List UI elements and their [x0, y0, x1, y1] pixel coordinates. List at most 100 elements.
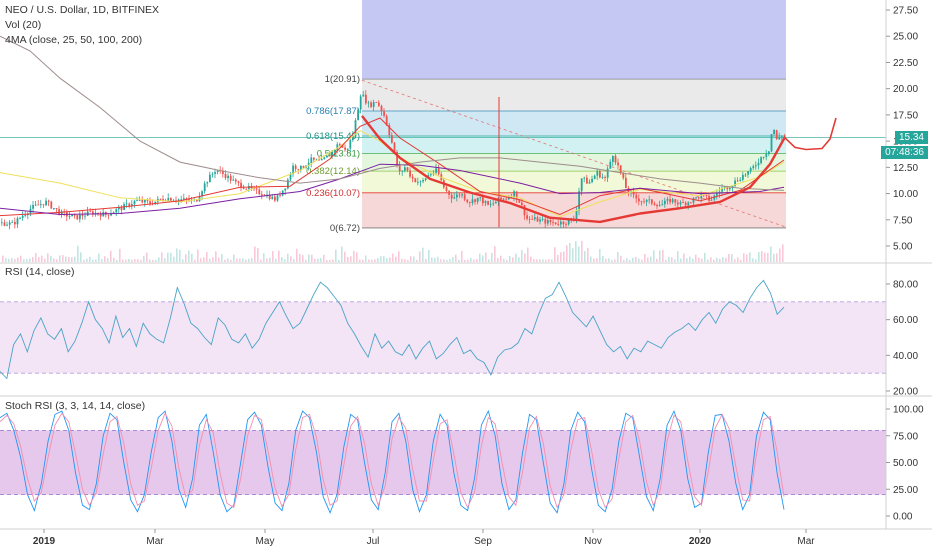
candle-body — [765, 153, 768, 157]
volume-bar — [779, 248, 781, 262]
candle-body — [757, 163, 760, 166]
time-tick-label: Mar — [146, 536, 164, 547]
volume-bar — [692, 258, 694, 262]
volume-bar — [137, 259, 139, 262]
volume-bar — [473, 259, 475, 262]
candle-body — [500, 197, 502, 200]
stoch-rsi-legend[interactable]: Stoch RSI (3, 3, 14, 14, close) — [5, 400, 146, 412]
candle-body — [177, 199, 180, 201]
candle-body — [523, 205, 526, 216]
volume-bar — [308, 254, 310, 262]
candle-body — [700, 194, 703, 199]
volume-bar — [134, 259, 136, 262]
candle-body — [146, 200, 149, 202]
symbol-title[interactable]: NEO / U.S. Dollar, 1D, BITFINEX — [5, 4, 160, 16]
candle-body — [268, 194, 271, 200]
candle-body — [697, 197, 700, 199]
volume-bar — [410, 256, 412, 262]
candle-body — [580, 178, 583, 192]
candle-body — [762, 156, 765, 158]
volume-bar — [596, 258, 598, 262]
volume-bar — [740, 259, 742, 262]
volume-bar — [59, 255, 61, 262]
volume-bar — [182, 259, 184, 262]
volume-bar — [278, 250, 280, 262]
candle-body — [167, 197, 170, 201]
volume-bar — [227, 258, 229, 262]
candle-body — [445, 187, 448, 191]
candle-body — [3, 222, 6, 226]
volume-bar — [329, 259, 331, 262]
volume-bar — [440, 259, 442, 262]
candle-body — [289, 174, 292, 180]
volume-bar — [239, 258, 241, 262]
candle-body — [575, 210, 578, 221]
candle-body — [619, 165, 622, 173]
candle-body — [726, 186, 729, 190]
volume-bar — [659, 250, 661, 262]
candle-body — [232, 179, 235, 181]
candle-body — [318, 159, 320, 161]
candle-body — [125, 203, 128, 205]
candle-body — [406, 167, 409, 171]
fib-band — [362, 111, 786, 136]
volume-bar — [734, 259, 736, 262]
candle-body — [448, 190, 450, 195]
volume-bar — [758, 252, 760, 262]
candle-body — [346, 148, 349, 150]
candle-body — [617, 162, 619, 166]
candle-body — [549, 220, 552, 223]
volume-bar — [557, 254, 559, 262]
volume-bar — [620, 255, 622, 262]
candle-body — [144, 200, 146, 203]
volume-bar — [527, 247, 529, 262]
volume-bar — [20, 255, 22, 262]
volume-bar — [719, 258, 721, 262]
candle-body — [505, 198, 508, 200]
candle-body — [552, 222, 554, 223]
candle-body — [671, 199, 674, 203]
volume-bar — [242, 258, 244, 262]
volume-bar — [416, 259, 418, 262]
volume-bar — [203, 257, 205, 262]
candle-body — [586, 177, 588, 184]
volume-bar — [431, 257, 433, 262]
volume-bar — [419, 251, 421, 262]
volume-bar — [218, 257, 220, 262]
candle-body — [409, 170, 411, 177]
candle-body — [211, 173, 214, 175]
candle-body — [32, 205, 34, 209]
volume-bar — [77, 245, 79, 262]
candle-body — [560, 221, 562, 225]
volume-bar — [119, 248, 121, 262]
candle-body — [742, 174, 744, 180]
candle-body — [185, 198, 188, 200]
volume-bar — [221, 254, 223, 262]
volume-bar — [332, 259, 334, 262]
candle-body — [411, 176, 414, 179]
volume-bar — [80, 252, 82, 262]
volume-bar — [230, 259, 232, 262]
volume-bar — [467, 259, 469, 262]
vol-indicator-label[interactable]: Vol (20) — [5, 19, 42, 31]
volume-bar — [629, 259, 631, 262]
candle-body — [354, 120, 357, 136]
candle-body — [695, 197, 697, 199]
candle-body — [92, 211, 94, 215]
volume-bar — [380, 256, 382, 262]
rsi-legend[interactable]: RSI (14, close) — [5, 266, 75, 278]
candle-body — [287, 179, 289, 189]
volume-bar — [260, 259, 262, 262]
ma-indicator-label[interactable]: 4MA (close, 25, 50, 100, 200) — [5, 34, 143, 46]
candle-body — [554, 222, 557, 225]
candle-body — [396, 152, 398, 166]
volume-bar — [743, 253, 745, 262]
volume-bar — [125, 259, 127, 262]
volume-bar — [311, 254, 313, 262]
volume-bar — [146, 252, 148, 262]
candle-body — [435, 168, 437, 173]
volume-bar — [269, 257, 271, 262]
last-price-badge: 15.34 — [894, 130, 928, 144]
candle-body — [601, 177, 604, 178]
volume-bar — [401, 258, 403, 262]
